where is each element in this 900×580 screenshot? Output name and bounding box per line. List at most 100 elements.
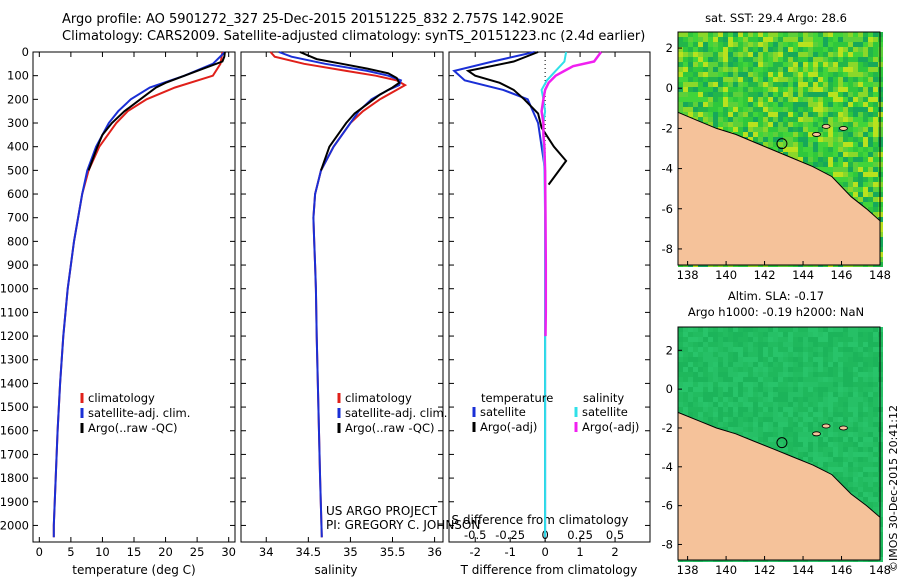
map-cell — [778, 382, 783, 387]
map-cell — [768, 442, 773, 447]
map-cell — [783, 42, 788, 47]
map-cell — [838, 407, 843, 412]
map-cell — [703, 377, 708, 382]
map-cell — [773, 402, 778, 407]
map-cell — [853, 342, 858, 347]
map-cell — [833, 337, 838, 342]
map-cell — [828, 37, 833, 42]
map-cell — [843, 147, 848, 152]
map-cell — [723, 412, 728, 417]
map-cell — [778, 127, 783, 132]
map-cell — [773, 117, 778, 122]
y-tick-label: -2 — [662, 121, 673, 135]
map-cell — [868, 102, 873, 107]
island — [839, 425, 848, 431]
map-cell — [718, 42, 723, 47]
map-cell — [703, 337, 708, 342]
map-cell — [738, 412, 743, 417]
map-cell — [843, 97, 848, 102]
map-cell — [748, 52, 753, 57]
map-cell — [678, 362, 683, 367]
map-cell — [803, 97, 808, 102]
map-cell — [863, 197, 868, 202]
map-cell — [758, 117, 763, 122]
map-cell — [793, 342, 798, 347]
map-cell — [683, 377, 688, 382]
map-cell — [698, 402, 703, 407]
map-cell — [793, 57, 798, 62]
map-cell — [818, 52, 823, 57]
map-cell — [688, 377, 693, 382]
map-cell — [718, 372, 723, 377]
map-cell — [808, 117, 813, 122]
map-cell — [818, 397, 823, 402]
map-cell — [858, 497, 863, 502]
map-cell — [743, 417, 748, 422]
map-cell — [733, 357, 738, 362]
map-cell — [733, 117, 738, 122]
map-cell — [723, 117, 728, 122]
map-cell — [688, 367, 693, 372]
map-cell — [753, 87, 758, 92]
x-tick-label: 148 — [869, 563, 891, 577]
map-cell — [788, 387, 793, 392]
map-cell — [873, 412, 878, 417]
map-cell — [773, 422, 778, 427]
map-cell — [863, 442, 868, 447]
map-cell — [708, 42, 713, 47]
map-cell — [808, 57, 813, 62]
map-cell — [703, 417, 708, 422]
map-cell — [743, 77, 748, 82]
satellite-line — [278, 51, 403, 538]
map-cell — [858, 432, 863, 437]
map-cell — [763, 417, 768, 422]
map-cell — [678, 92, 683, 97]
map-cell — [783, 107, 788, 112]
map-cell — [838, 67, 843, 72]
map-cell — [798, 92, 803, 97]
map-cell — [838, 152, 843, 157]
map-cell — [853, 172, 858, 177]
map-cell — [793, 122, 798, 127]
map-cell — [713, 72, 718, 77]
map-cell — [863, 202, 868, 207]
map-cell — [708, 102, 713, 107]
map-cell — [833, 407, 838, 412]
map-cell — [693, 102, 698, 107]
map-cell — [818, 92, 823, 97]
map-cell — [838, 367, 843, 372]
map-cell — [843, 447, 848, 452]
map-cell — [808, 367, 813, 372]
map-cell — [833, 387, 838, 392]
map-cell — [703, 347, 708, 352]
map-cell — [763, 422, 768, 427]
y-tick-label: 300 — [7, 116, 29, 130]
map-cell — [713, 397, 718, 402]
map-cell — [848, 442, 853, 447]
x-tick-label: 144 — [792, 268, 814, 282]
map-cell — [688, 97, 693, 102]
map-cell — [858, 102, 863, 107]
map-cell — [848, 422, 853, 427]
map-cell — [758, 392, 763, 397]
map-cell — [848, 52, 853, 57]
map-cell — [808, 362, 813, 367]
map-cell — [793, 72, 798, 77]
map-cell — [688, 332, 693, 337]
map-cell — [828, 437, 833, 442]
map-cell — [713, 357, 718, 362]
map-cell — [798, 42, 803, 47]
map-cell — [793, 422, 798, 427]
map-cell — [813, 137, 818, 142]
map-cell — [678, 107, 683, 112]
map-cell — [833, 62, 838, 67]
map-cell — [863, 187, 868, 192]
map-cell — [683, 367, 688, 372]
map-cell — [868, 162, 873, 167]
map-cell — [758, 67, 763, 72]
map-cell — [838, 347, 843, 352]
map-cell — [803, 87, 808, 92]
map-cell — [873, 102, 878, 107]
map-cell — [793, 112, 798, 117]
map-cell — [758, 422, 763, 427]
